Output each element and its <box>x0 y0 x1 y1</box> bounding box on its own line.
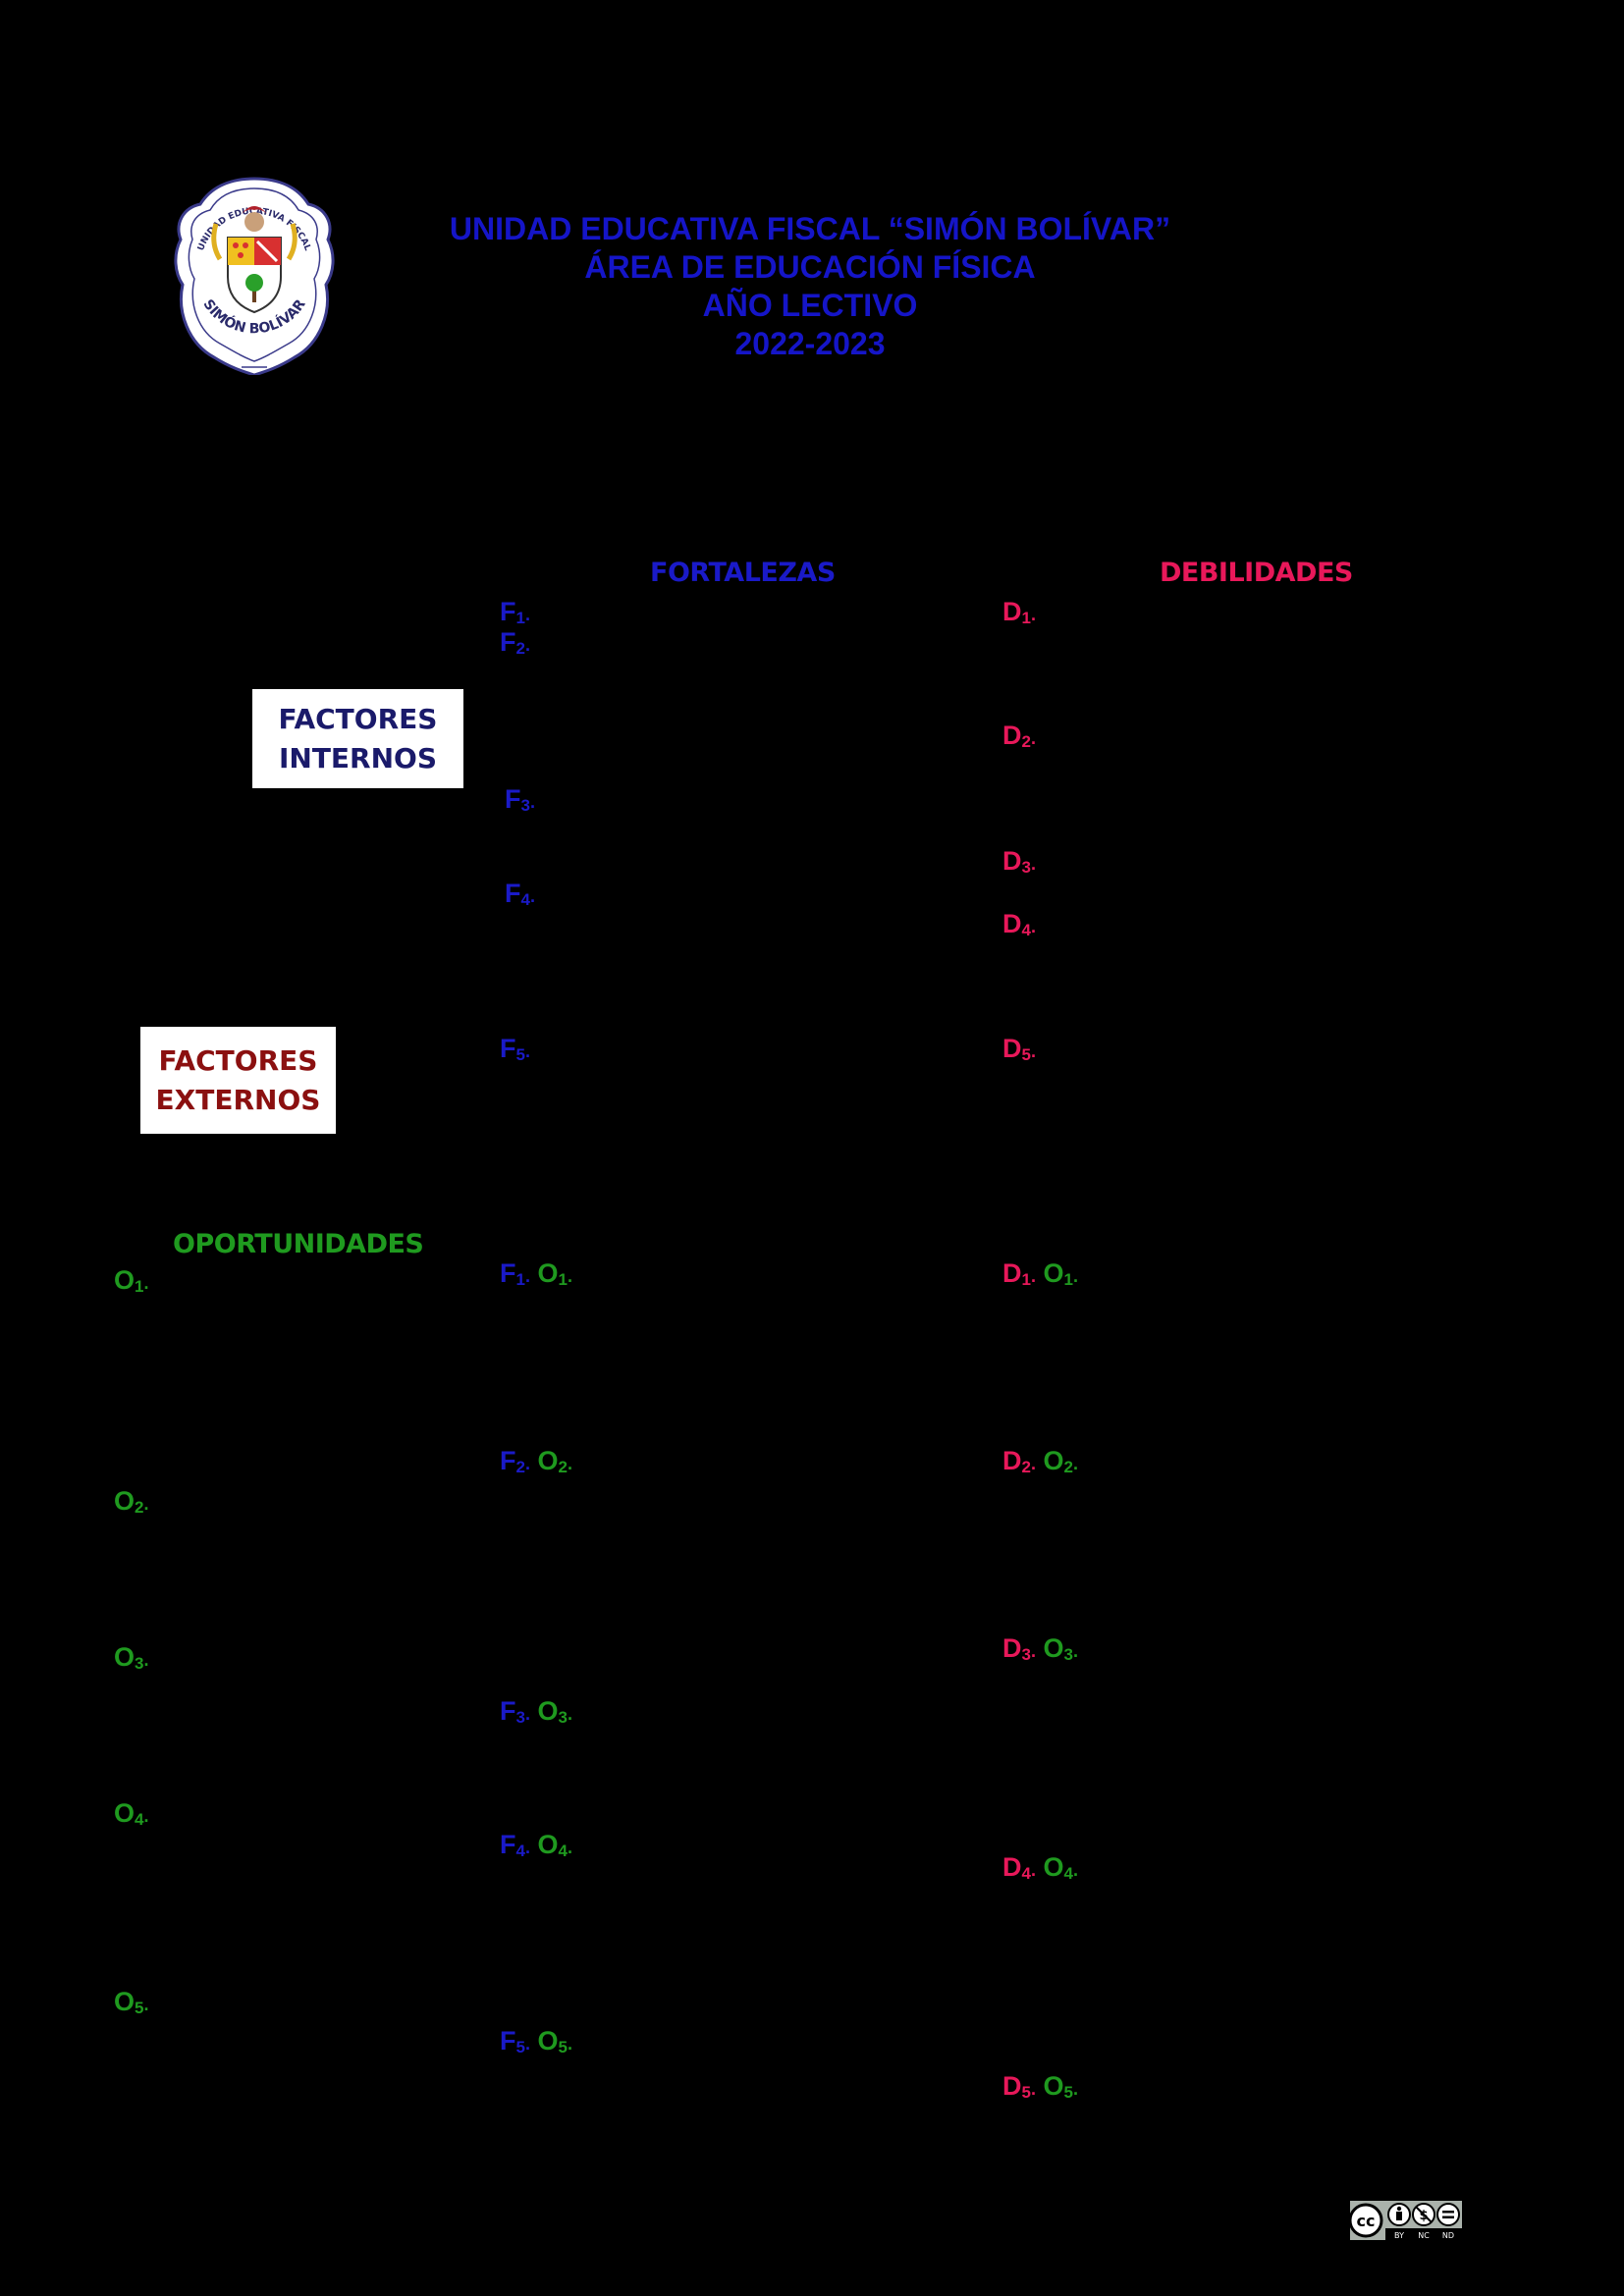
internos-line2: INTERNOS <box>278 741 438 774</box>
label-f4: F4. <box>505 879 535 909</box>
year-range: 2022-2023 <box>734 326 886 361</box>
nd-text: ND <box>1442 2231 1454 2240</box>
label-o2: O2. <box>114 1486 149 1517</box>
oportunidades-heading: OPORTUNIDADES <box>173 1229 424 1259</box>
label-o1: O1. <box>114 1265 149 1296</box>
label-d3-o3: D3. O3. <box>1002 1633 1078 1664</box>
factores-internos-box: FACTORES INTERNOS <box>252 689 463 788</box>
debilidades-heading: DEBILIDADES <box>1160 558 1353 588</box>
label-d5-o5: D5. O5. <box>1002 2071 1078 2102</box>
label-f2-o2: F2. O2. <box>500 1446 572 1476</box>
svg-text:$: $ <box>1419 2209 1428 2223</box>
label-o4: O4. <box>114 1798 149 1829</box>
label-o3: O3. <box>114 1642 149 1673</box>
nd-icon <box>1436 2203 1460 2226</box>
label-f3: F3. <box>505 784 535 815</box>
cc-text: cc <box>1357 2212 1376 2230</box>
label-f5-o5: F5. O5. <box>500 2026 572 2056</box>
label-d5: D5. <box>1002 1034 1036 1064</box>
school-seal-logo: UNIDAD EDUCATIVA FISCAL SIMÓN BOLÍVAR <box>174 177 335 375</box>
label-f2: F2. <box>500 627 530 658</box>
year-label: AÑO LECTIVO <box>702 288 918 323</box>
label-d3: D3. <box>1002 846 1036 877</box>
label-f3-o3: F3. O3. <box>500 1696 572 1727</box>
label-f5: F5. <box>500 1034 530 1064</box>
label-f4-o4: F4. O4. <box>500 1830 572 1860</box>
school-name: UNIDAD EDUCATIVA FISCAL “SIMÓN BOLÍVAR” <box>449 211 1171 246</box>
externos-line2: EXTERNOS <box>155 1083 321 1116</box>
area-name: ÁREA DE EDUCACIÓN FÍSICA <box>584 249 1036 285</box>
label-d2-o2: D2. O2. <box>1002 1446 1078 1476</box>
externos-line1: FACTORES <box>158 1043 318 1077</box>
by-text: BY <box>1394 2231 1404 2240</box>
label-o5: O5. <box>114 1987 149 2017</box>
creative-commons-license-badge: cc $ BY NC ND <box>1348 2199 1464 2242</box>
label-f1: F1. <box>500 597 530 627</box>
label-d2: D2. <box>1002 721 1036 751</box>
internos-line1: FACTORES <box>278 702 438 735</box>
label-d1: D1. <box>1002 597 1036 627</box>
label-d1-o1: D1. O1. <box>1002 1258 1078 1289</box>
nc-text: NC <box>1418 2231 1430 2240</box>
factores-externos-box: FACTORES EXTERNOS <box>140 1027 336 1134</box>
fortalezas-heading: FORTALEZAS <box>650 558 836 588</box>
label-d4: D4. <box>1002 909 1036 939</box>
label-d4-o4: D4. O4. <box>1002 1852 1078 1883</box>
label-f1-o1: F1. O1. <box>500 1258 572 1289</box>
